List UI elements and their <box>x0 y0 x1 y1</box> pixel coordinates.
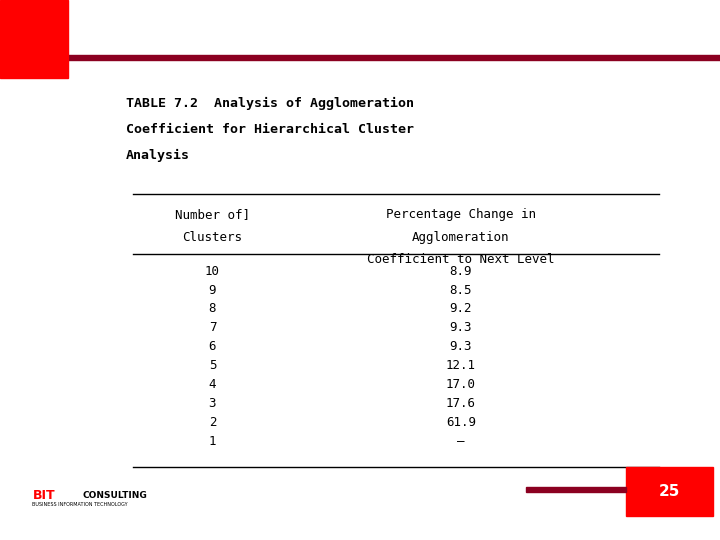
Text: CONSULTING: CONSULTING <box>83 491 148 500</box>
Text: 3: 3 <box>209 397 216 410</box>
Text: 9.3: 9.3 <box>449 340 472 353</box>
Text: BUSINESS INFORMATION TECHNOLOGY: BUSINESS INFORMATION TECHNOLOGY <box>32 502 128 508</box>
Text: 17.0: 17.0 <box>446 378 476 391</box>
Text: 12.1: 12.1 <box>446 359 476 372</box>
Text: 8.5: 8.5 <box>449 284 472 296</box>
Text: Clusters: Clusters <box>182 231 243 244</box>
Text: 25: 25 <box>659 484 680 499</box>
Text: Analysis: Analysis <box>126 149 190 162</box>
Text: 1: 1 <box>209 435 216 448</box>
Text: Coefficient to Next Level: Coefficient to Next Level <box>367 253 554 266</box>
Text: 4: 4 <box>209 378 216 391</box>
Text: 8.9: 8.9 <box>449 265 472 278</box>
Text: 7: 7 <box>209 321 216 334</box>
Text: 61.9: 61.9 <box>446 416 476 429</box>
Text: Coefficient for Hierarchical Cluster: Coefficient for Hierarchical Cluster <box>126 123 414 136</box>
Text: 9: 9 <box>209 284 216 296</box>
Text: 8: 8 <box>209 302 216 315</box>
Text: –: – <box>457 435 464 448</box>
Text: 2: 2 <box>209 416 216 429</box>
Text: 5: 5 <box>209 359 216 372</box>
Text: Number of]: Number of] <box>175 208 250 221</box>
Text: 17.6: 17.6 <box>446 397 476 410</box>
Text: TABLE 7.2  Analysis of Agglomeration: TABLE 7.2 Analysis of Agglomeration <box>126 97 414 110</box>
Text: 9.2: 9.2 <box>449 302 472 315</box>
Text: Agglomeration: Agglomeration <box>412 231 510 244</box>
Text: BIT: BIT <box>32 489 55 502</box>
Text: Percentage Change in: Percentage Change in <box>386 208 536 221</box>
Text: 9.3: 9.3 <box>449 321 472 334</box>
Text: 10: 10 <box>205 265 220 278</box>
Text: 6: 6 <box>209 340 216 353</box>
